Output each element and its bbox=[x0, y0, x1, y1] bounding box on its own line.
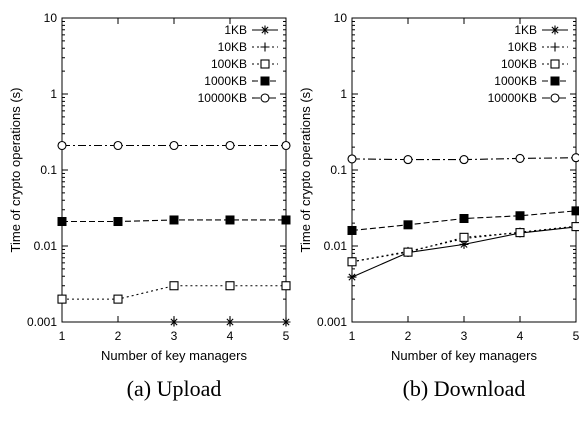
series-10000KB bbox=[57, 140, 291, 151]
x-tick-label: 4 bbox=[517, 329, 524, 343]
x-tick-label: 3 bbox=[171, 329, 178, 343]
series-100KB bbox=[57, 281, 291, 304]
legend-label: 1000KB bbox=[204, 74, 247, 88]
data-point bbox=[169, 281, 179, 291]
data-point bbox=[281, 317, 291, 327]
data-point bbox=[169, 140, 179, 151]
x-axis-label: Number of key managers bbox=[391, 348, 537, 363]
data-point bbox=[281, 215, 291, 225]
legend-marker bbox=[260, 59, 270, 69]
y-tick-label: 0.1 bbox=[330, 163, 347, 177]
data-point bbox=[571, 222, 579, 232]
data-point bbox=[169, 215, 179, 225]
data-point bbox=[515, 211, 525, 221]
x-tick-label: 1 bbox=[349, 329, 356, 343]
legend-label: 1KB bbox=[224, 23, 247, 37]
series-100KB bbox=[347, 222, 579, 267]
y-tick-label: 0.001 bbox=[27, 315, 57, 329]
legend-label: 10KB bbox=[508, 40, 537, 54]
legend-marker bbox=[550, 93, 560, 103]
y-tick-label: 0.01 bbox=[324, 239, 348, 253]
download-chart: 0.001 0.01 0.1 1 10 1 2 3 4 5 Number of key manage… bbox=[298, 11, 579, 401]
data-point bbox=[459, 155, 469, 165]
legend-marker bbox=[260, 25, 270, 35]
data-point bbox=[169, 317, 179, 327]
legend-marker bbox=[550, 42, 560, 52]
y-tick-label: 0.1 bbox=[40, 163, 57, 177]
x-tick-label: 3 bbox=[461, 329, 468, 343]
data-point bbox=[57, 217, 67, 227]
y-tick-label: 1 bbox=[50, 87, 57, 101]
legend-marker bbox=[260, 42, 270, 52]
legend-marker bbox=[260, 93, 270, 103]
series-10KB bbox=[169, 317, 291, 327]
data-point bbox=[347, 272, 357, 282]
legend-marker bbox=[550, 25, 560, 35]
data-point bbox=[515, 153, 525, 163]
x-tick-label: 2 bbox=[115, 329, 122, 343]
data-point bbox=[571, 206, 579, 216]
series-1KB bbox=[347, 222, 579, 282]
data-point bbox=[403, 155, 413, 165]
legend-label: 10000KB bbox=[488, 91, 537, 105]
legend-label: 1000KB bbox=[494, 74, 537, 88]
data-point bbox=[225, 140, 235, 151]
x-tick-label: 2 bbox=[405, 329, 412, 343]
data-point bbox=[347, 225, 357, 235]
chart-caption: (b) Download bbox=[403, 376, 526, 401]
x-axis-label: Number of key managers bbox=[101, 348, 247, 363]
legend: 1KB 10KB 100KB 1000KB 10000KB bbox=[198, 23, 278, 105]
legend-label: 10000KB bbox=[198, 91, 247, 105]
y-tick-label: 0.001 bbox=[317, 315, 347, 329]
data-point bbox=[113, 140, 123, 151]
data-point bbox=[281, 281, 291, 291]
legend-label: 10KB bbox=[218, 40, 247, 54]
y-tick-label: 10 bbox=[334, 11, 348, 25]
legend-marker bbox=[550, 59, 560, 69]
data-point bbox=[459, 214, 469, 224]
data-point bbox=[403, 247, 413, 257]
y-axis-label: Time of crypto operations (s) bbox=[298, 88, 313, 253]
y-tick-label: 10 bbox=[44, 11, 58, 25]
x-tick-label: 1 bbox=[59, 329, 66, 343]
legend-marker bbox=[260, 76, 270, 86]
data-point bbox=[347, 154, 357, 164]
x-tick-label: 5 bbox=[573, 329, 579, 343]
chart-caption: (a) Upload bbox=[127, 376, 222, 401]
data-point bbox=[225, 215, 235, 225]
series-1000KB bbox=[347, 206, 579, 235]
data-point bbox=[459, 239, 469, 249]
data-point bbox=[113, 294, 123, 304]
legend: 1KB 10KB 100KB 1000KB 10000KB bbox=[488, 23, 568, 105]
series-1000KB bbox=[57, 215, 291, 227]
data-point bbox=[515, 228, 525, 238]
legend-marker bbox=[550, 76, 560, 86]
legend-label: 100KB bbox=[501, 57, 537, 71]
data-point bbox=[347, 257, 357, 267]
data-point bbox=[57, 140, 67, 151]
legend-label: 1KB bbox=[514, 23, 537, 37]
data-point bbox=[225, 317, 235, 327]
legend-label: 100KB bbox=[211, 57, 247, 71]
y-axis-label: Time of crypto operations (s) bbox=[8, 88, 23, 253]
y-tick-label: 0.01 bbox=[34, 239, 58, 253]
data-point bbox=[459, 232, 469, 242]
data-point bbox=[403, 220, 413, 230]
upload-chart: 0.001 0.01 0.1 1 10 1 2 3 4 5 Number of key manage… bbox=[8, 11, 291, 401]
x-tick-label: 5 bbox=[283, 329, 290, 343]
data-point bbox=[571, 153, 579, 163]
data-point bbox=[225, 281, 235, 291]
data-point bbox=[113, 217, 123, 227]
y-tick-label: 1 bbox=[340, 87, 347, 101]
data-point bbox=[57, 294, 67, 304]
x-tick-label: 4 bbox=[227, 329, 234, 343]
data-point bbox=[281, 140, 291, 151]
series-10000KB bbox=[347, 153, 579, 165]
